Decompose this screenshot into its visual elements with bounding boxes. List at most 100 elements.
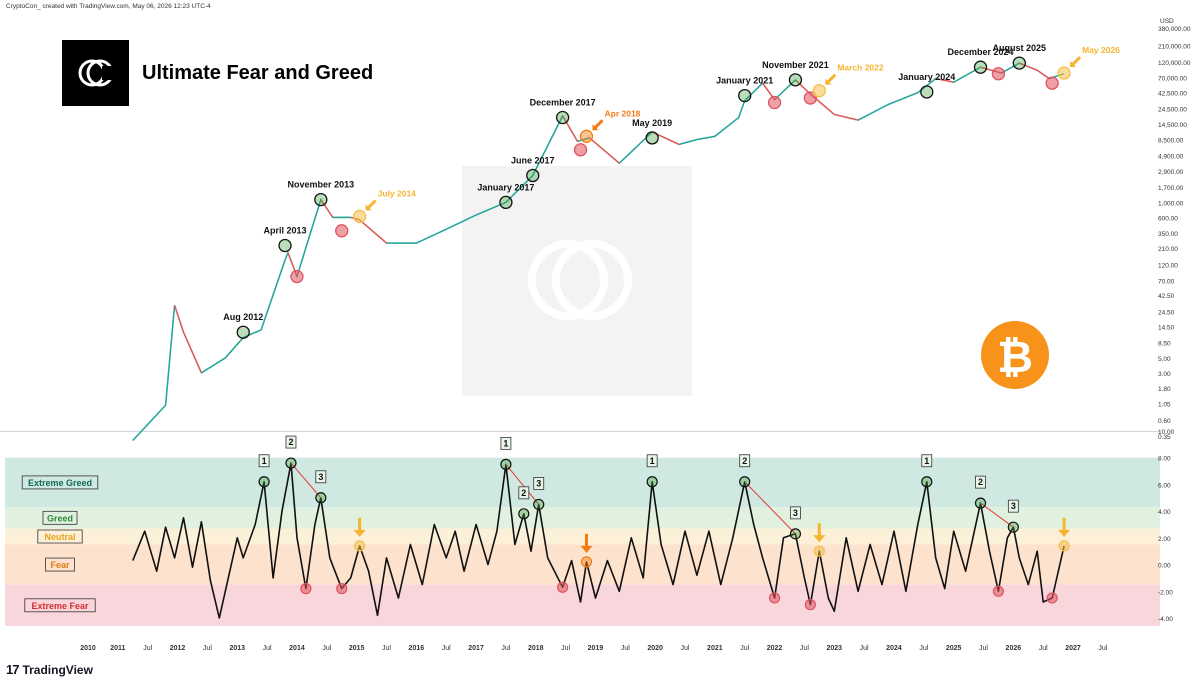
price-segment bbox=[935, 77, 954, 83]
zone-label-box bbox=[37, 529, 83, 544]
osc-marker-box bbox=[1007, 499, 1019, 513]
x-tick-label: Jul bbox=[621, 645, 630, 652]
osc-marker-label: 2 bbox=[978, 477, 983, 487]
osc-marker bbox=[1058, 540, 1070, 552]
zone-label: Extreme Greed bbox=[28, 478, 92, 488]
x-tick-label: 2014 bbox=[289, 645, 305, 652]
osc-marker bbox=[285, 457, 297, 469]
price-annotation-label: July 2014 bbox=[378, 188, 417, 198]
price-tick-label: 1,700.00 bbox=[1158, 185, 1184, 192]
osc-trendline bbox=[744, 481, 796, 535]
price-tick-label: 1.05 bbox=[1158, 402, 1171, 409]
osc-tick-label: 4.00 bbox=[1158, 509, 1171, 516]
price-segment bbox=[794, 79, 811, 95]
osc-marker bbox=[518, 508, 530, 520]
price-tick-label: 380,000.00 bbox=[1158, 26, 1191, 33]
osc-marker bbox=[813, 545, 825, 557]
price-tick-label: 8.50 bbox=[1158, 340, 1171, 347]
tradingview-icon: 17 bbox=[6, 662, 20, 677]
price-annotation-marker bbox=[236, 325, 250, 339]
price-segment bbox=[953, 66, 981, 83]
osc-marker-label: 1 bbox=[924, 456, 929, 466]
x-tick-label: Jul bbox=[501, 645, 510, 652]
price-annotation-label: January 2024 bbox=[898, 72, 955, 82]
osc-trendline bbox=[505, 464, 540, 505]
price-segment bbox=[589, 137, 620, 164]
osc-trendline bbox=[980, 502, 1014, 528]
x-tick-label: Jul bbox=[561, 645, 570, 652]
price-annotation-marker bbox=[767, 95, 782, 110]
price-annotation-marker bbox=[1012, 56, 1026, 70]
osc-marker-label: 3 bbox=[793, 508, 798, 518]
osc-marker bbox=[992, 585, 1005, 597]
osc-marker bbox=[258, 476, 270, 488]
price-tick-label: 42,500.00 bbox=[1158, 90, 1187, 97]
pane-separator bbox=[0, 431, 1160, 432]
price-tick-label: 1,000.00 bbox=[1158, 200, 1184, 207]
zone-label: Neutral bbox=[44, 532, 75, 542]
price-tick-label: 0.60 bbox=[1158, 418, 1171, 425]
price-annotation-label: Apr 2018 bbox=[604, 108, 640, 118]
x-tick-label: Jul bbox=[800, 645, 809, 652]
zone-label: Extreme Fear bbox=[31, 601, 89, 611]
price-segment bbox=[201, 357, 226, 374]
price-axis-label: USD bbox=[1160, 18, 1174, 25]
x-tick-label: 2016 bbox=[409, 645, 425, 652]
chart-caption: CryptoCon_ created with TradingView.com,… bbox=[6, 3, 211, 10]
osc-marker-label: 3 bbox=[1011, 501, 1016, 511]
price-tick-label: 14.50 bbox=[1158, 325, 1175, 332]
osc-marker bbox=[1007, 521, 1019, 533]
price-tick-label: 70.00 bbox=[1158, 278, 1175, 285]
price-annotation-label: January 2021 bbox=[716, 76, 773, 86]
arrow-icon bbox=[825, 78, 832, 85]
price-annotation-marker bbox=[920, 85, 934, 99]
price-annotation-marker bbox=[278, 238, 292, 253]
watermark-icon bbox=[528, 240, 608, 320]
price-segment bbox=[320, 199, 334, 218]
price-annotation-marker bbox=[499, 195, 513, 210]
x-tick-label: Jul bbox=[263, 645, 272, 652]
price-tick-label: 0.35 bbox=[1158, 434, 1171, 441]
x-tick-label: 2025 bbox=[946, 645, 962, 652]
x-tick-label: Jul bbox=[143, 645, 152, 652]
price-segment bbox=[774, 79, 796, 101]
osc-marker bbox=[500, 458, 512, 470]
price-segment bbox=[1036, 69, 1050, 80]
cc-logo-icon bbox=[78, 59, 114, 87]
arrow-icon bbox=[1070, 61, 1077, 68]
arrow-icon bbox=[1058, 529, 1071, 537]
price-segment bbox=[887, 92, 919, 106]
osc-tick-label: 6.00 bbox=[1158, 482, 1171, 489]
price-annotation-marker bbox=[1057, 66, 1071, 80]
osc-marker bbox=[921, 476, 933, 488]
watermark-box bbox=[462, 166, 692, 396]
osc-marker bbox=[789, 528, 802, 540]
price-tick-label: 4,900.00 bbox=[1158, 154, 1184, 161]
price-annotation-marker bbox=[555, 110, 570, 125]
price-annotation-marker bbox=[579, 129, 594, 143]
price-annotation-marker bbox=[1045, 76, 1059, 90]
arrow-icon bbox=[1071, 55, 1082, 67]
price-annotation-marker bbox=[803, 91, 818, 105]
price-tick-label: 5.00 bbox=[1158, 356, 1171, 363]
price-annotation-label: March 2022 bbox=[837, 63, 884, 73]
arrow-icon bbox=[813, 535, 826, 543]
osc-marker bbox=[315, 492, 327, 504]
osc-tick-label: -2.00 bbox=[1158, 589, 1173, 596]
price-tick-label: 70,000.00 bbox=[1158, 76, 1187, 83]
price-annotation-marker bbox=[352, 209, 367, 224]
price-tick-label: 8,500.00 bbox=[1158, 138, 1184, 145]
arrow-icon bbox=[366, 199, 377, 210]
price-segment bbox=[296, 199, 322, 277]
arrow-icon bbox=[826, 73, 837, 84]
zone-neutral bbox=[5, 528, 1160, 545]
osc-tick-label: 2.00 bbox=[1158, 536, 1171, 543]
price-annotation-marker bbox=[290, 269, 304, 284]
osc-marker-label: 2 bbox=[742, 456, 747, 466]
osc-marker-label: 1 bbox=[650, 456, 655, 466]
osc-marker bbox=[336, 583, 348, 595]
x-tick-label: 2013 bbox=[229, 645, 245, 652]
osc-tick-label: 10.00 bbox=[1158, 429, 1175, 436]
